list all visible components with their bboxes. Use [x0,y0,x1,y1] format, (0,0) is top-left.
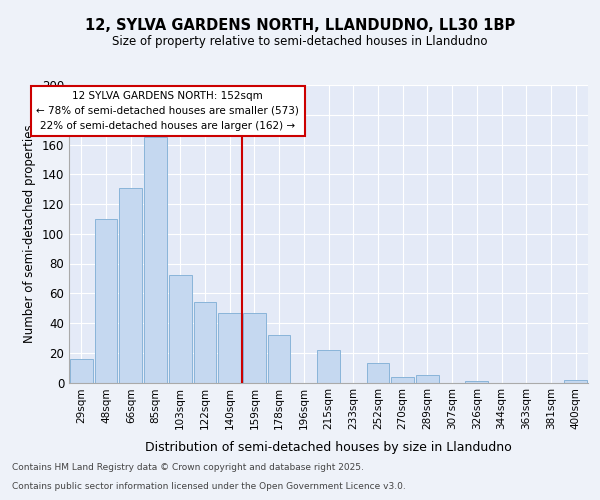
Bar [218,312,241,382]
Bar [243,312,266,382]
Text: Contains HM Land Registry data © Crown copyright and database right 2025.: Contains HM Land Registry data © Crown c… [12,464,364,472]
Bar [466,381,488,382]
Bar [119,188,142,382]
Bar [564,380,587,382]
Text: Size of property relative to semi-detached houses in Llandudno: Size of property relative to semi-detach… [112,35,488,48]
Text: 12 SYLVA GARDENS NORTH: 152sqm
← 78% of semi-detached houses are smaller (573)
2: 12 SYLVA GARDENS NORTH: 152sqm ← 78% of … [37,91,299,130]
Y-axis label: Number of semi-detached properties: Number of semi-detached properties [23,124,36,343]
Bar [367,363,389,382]
Bar [391,376,414,382]
Text: 12, SYLVA GARDENS NORTH, LLANDUDNO, LL30 1BP: 12, SYLVA GARDENS NORTH, LLANDUDNO, LL30… [85,18,515,32]
Bar [194,302,216,382]
Bar [144,137,167,382]
Bar [416,375,439,382]
X-axis label: Distribution of semi-detached houses by size in Llandudno: Distribution of semi-detached houses by … [145,440,512,454]
Bar [169,276,191,382]
Bar [268,335,290,382]
Bar [317,350,340,382]
Text: Contains public sector information licensed under the Open Government Licence v3: Contains public sector information licen… [12,482,406,491]
Bar [95,219,118,382]
Bar [70,358,93,382]
